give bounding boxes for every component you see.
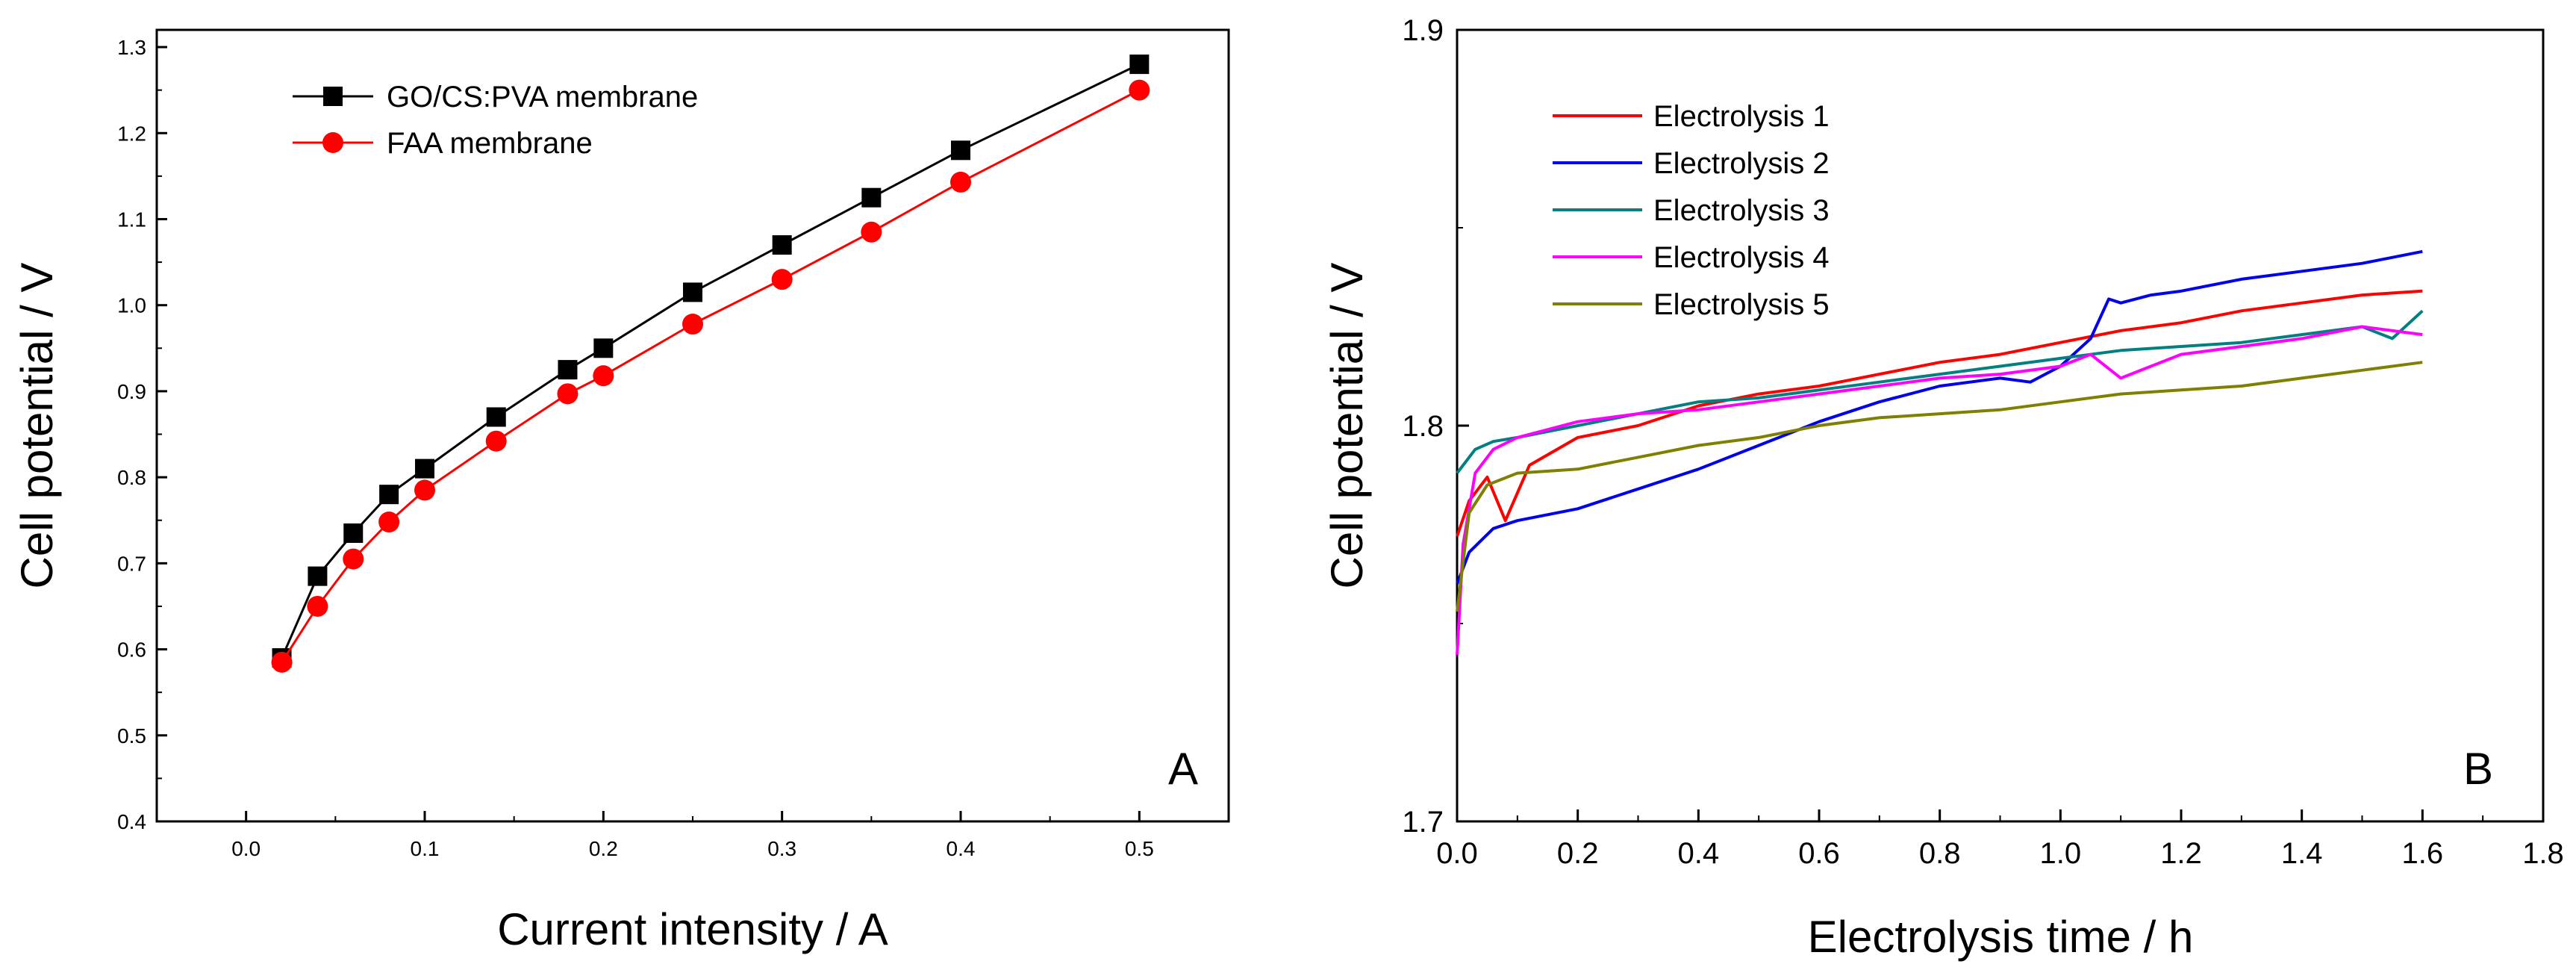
series-point-0-1-5 — [485, 430, 507, 452]
x-tick-label-0-2: 0.2 — [589, 837, 618, 860]
x-tick-label-0-5: 0.5 — [1125, 837, 1154, 860]
y-tick-label-0-4: 0.8 — [117, 466, 146, 489]
chart-a-series — [271, 55, 1150, 673]
chart-a-panel-label: A — [1168, 744, 1198, 794]
series-point-0-1-7 — [593, 365, 614, 387]
y-tick-label-1-1: 1.8 — [1402, 410, 1444, 443]
series-point-0-0-1 — [308, 566, 328, 586]
series-point-0-0-8 — [683, 282, 702, 302]
series-point-0-1-2 — [343, 548, 364, 570]
x-tick-label-0-0: 0.0 — [231, 837, 261, 860]
chart-a-plot-area — [155, 28, 1230, 823]
x-tick-label-1-2: 0.4 — [1678, 837, 1720, 870]
series-point-0-0-11 — [951, 140, 970, 161]
chart-b-y-title: Cell potential / V — [1322, 263, 1372, 589]
series-line-1-4 — [1456, 361, 2423, 612]
series-point-0-1-9 — [771, 269, 793, 290]
series-point-0-0-12 — [1129, 55, 1150, 75]
series-point-0-1-12 — [1129, 79, 1150, 101]
chart-b-series — [1456, 249, 2424, 656]
chart-a: 0.0 0.1 0.2 0.3 0.4 0.5 0.4 0.5 0.6 0.7 0.8 0.9 1.0 1… — [12, 28, 1230, 954]
chart-b-plot-area — [1456, 28, 2545, 823]
chart-b: 0.0 0.2 0.4 0.6 0.8 1.0 1.2 1.4 1.6 1.81.71.81.9 … — [1322, 14, 2564, 962]
chart-a-x-title: Current intensity / A — [497, 904, 888, 954]
y-tick-label-0-5: 0.9 — [117, 380, 146, 403]
y-tick-label-0-1: 0.5 — [117, 724, 146, 747]
y-tick-label-0-2: 0.6 — [117, 638, 146, 662]
series-point-0-1-6 — [557, 383, 578, 405]
legend-a-label-1: FAA membrane — [387, 127, 593, 160]
y-tick-label-1-0: 1.7 — [1402, 806, 1444, 839]
legend-b-label-1: Electrolysis 2 — [1653, 147, 1830, 180]
y-tick-label-0-9: 1.3 — [117, 36, 146, 59]
x-tick-label-1-6: 1.2 — [2160, 837, 2202, 870]
chart-b-ticks: 0.0 0.2 0.4 0.6 0.8 1.0 1.2 1.4 1.6 1.8 1.7 1.8 1.9 — [1402, 14, 2563, 870]
x-tick-label-1-8: 1.6 — [2402, 837, 2444, 870]
series-point-0-1-3 — [378, 512, 400, 533]
legend-a-marker-0 — [323, 87, 343, 106]
y-tick-label-0-7: 1.1 — [117, 208, 146, 231]
series-point-0-0-4 — [415, 458, 434, 479]
chart-b-x-title: Electrolysis time / h — [1808, 912, 2194, 962]
series-point-0-0-6 — [558, 360, 578, 380]
x-tick-label-0-3: 0.3 — [767, 837, 796, 860]
legend-a-marker-1 — [322, 132, 343, 153]
series-point-0-1-1 — [307, 595, 328, 617]
chart-a-legend: GO/CS:PVA membrane FAA membrane — [293, 81, 698, 160]
x-tick-label-1-1: 0.2 — [1557, 837, 1599, 870]
x-tick-label-0-4: 0.4 — [946, 837, 976, 860]
x-tick-label-1-9: 1.8 — [2522, 837, 2564, 870]
chart-a-ticks: 0.0 0.1 0.2 0.3 0.4 0.5 0.4 0.5 0.6 0.7 0.8 0.9 1.0 1… — [117, 36, 1154, 860]
x-tick-label-1-7: 1.4 — [2281, 837, 2323, 870]
series-point-0-1-4 — [414, 479, 435, 501]
chart-b-legend: Electrolysis 1 Electrolysis 2 Electrolys… — [1553, 100, 1830, 321]
series-point-0-1-0 — [271, 651, 293, 673]
x-tick-label-1-5: 1.0 — [2040, 837, 2082, 870]
y-tick-label-0-0: 0.4 — [117, 810, 146, 833]
legend-a-label-0: GO/CS:PVA membrane — [387, 81, 698, 114]
legend-b-label-4: Electrolysis 5 — [1653, 288, 1830, 321]
chart-a-y-title: Cell potential / V — [12, 263, 62, 589]
series-point-0-0-2 — [343, 523, 364, 544]
series-point-0-1-8 — [682, 314, 703, 335]
series-point-0-0-9 — [772, 235, 792, 255]
series-line-1-1 — [1456, 249, 2423, 585]
x-tick-label-0-1: 0.1 — [411, 837, 440, 860]
y-tick-label-0-8: 1.2 — [117, 122, 146, 145]
series-point-0-0-5 — [486, 407, 506, 427]
series-point-0-1-11 — [950, 171, 971, 193]
y-tick-label-0-3: 0.7 — [117, 552, 146, 575]
series-point-0-0-10 — [861, 187, 882, 208]
legend-b-label-0: Electrolysis 1 — [1653, 100, 1830, 133]
y-tick-label-0-6: 1.0 — [117, 294, 146, 317]
legend-b-label-3: Electrolysis 4 — [1653, 241, 1830, 274]
series-point-0-0-3 — [379, 485, 399, 505]
x-tick-label-1-4: 0.8 — [1919, 837, 1961, 870]
series-point-0-0-7 — [593, 338, 614, 358]
x-tick-label-1-3: 0.6 — [1798, 837, 1840, 870]
series-point-0-1-10 — [861, 221, 882, 243]
series-line-1-3 — [1456, 325, 2423, 656]
series-line-1-0 — [1456, 289, 2423, 538]
chart-b-panel-label: B — [2463, 744, 2493, 794]
legend-b-label-2: Electrolysis 3 — [1653, 194, 1830, 227]
y-tick-label-1-2: 1.9 — [1402, 14, 1444, 47]
x-tick-label-1-0: 0.0 — [1436, 837, 1478, 870]
